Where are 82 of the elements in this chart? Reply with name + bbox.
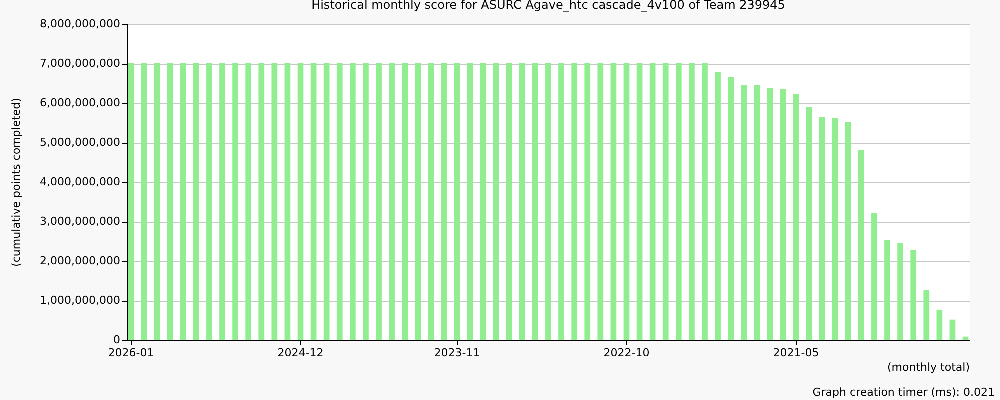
chart-title: Historical monthly score for ASURC Agave_htc cascade_4v100 of Team 239945 — [312, 0, 786, 12]
bar — [898, 243, 904, 340]
bar — [715, 72, 721, 340]
bar — [950, 320, 956, 340]
bar — [610, 64, 617, 340]
x-tick-label: 2021-05 — [773, 346, 820, 360]
bar — [702, 64, 708, 340]
bar — [819, 117, 826, 340]
bar — [480, 64, 486, 340]
bar — [128, 64, 134, 340]
bar — [546, 64, 552, 340]
x-tick-label: 2024-12 — [278, 346, 324, 360]
x-tick-label: 2023-11 — [434, 346, 480, 360]
bar — [793, 94, 800, 340]
bar — [936, 310, 943, 340]
x-tick-label: 2022-10 — [604, 346, 650, 360]
bar — [441, 64, 448, 340]
bar — [350, 64, 356, 340]
bar — [324, 64, 330, 340]
bar — [402, 64, 408, 340]
bar — [220, 64, 226, 340]
bar — [415, 64, 422, 340]
text: Graph creation timer (ms): 0.021 — [812, 386, 995, 399]
y-tick-label: 7,000,000,000 — [40, 57, 120, 70]
bar — [676, 64, 682, 340]
bar — [506, 64, 512, 340]
bar — [454, 64, 460, 340]
bar — [389, 64, 395, 340]
bar — [154, 64, 160, 340]
y-tick-label: 0 — [114, 334, 120, 346]
bar — [246, 64, 252, 340]
y-tick-label: 5,000,000,000 — [40, 136, 120, 149]
bar — [167, 64, 174, 340]
bar — [376, 64, 382, 340]
y-tick-label: 6,000,000,000 — [40, 96, 120, 110]
bar — [336, 64, 343, 340]
x-tick-label: 2026-01 — [108, 346, 154, 360]
bar — [754, 85, 760, 340]
bar — [636, 64, 643, 340]
bar — [558, 64, 564, 340]
y-axis-title: (cumulative points completed) — [10, 98, 24, 267]
bar — [206, 64, 212, 340]
bar — [232, 64, 238, 340]
bar — [806, 107, 812, 340]
bar — [832, 118, 838, 340]
bar — [662, 64, 669, 340]
bar — [598, 64, 604, 340]
bar — [584, 64, 591, 340]
bar — [780, 89, 786, 340]
bar — [532, 64, 538, 340]
bar — [767, 88, 774, 340]
bar — [493, 64, 500, 340]
bar — [519, 64, 526, 340]
bar — [910, 250, 917, 340]
bar — [310, 64, 317, 340]
bar — [180, 64, 186, 340]
bar — [872, 213, 878, 340]
bar — [845, 122, 852, 340]
bar — [258, 64, 265, 340]
bar — [284, 64, 291, 340]
y-tick-label: 2,000,000,000 — [40, 254, 120, 268]
bar — [428, 64, 434, 340]
bar — [728, 77, 734, 340]
bar — [858, 150, 864, 340]
bar — [363, 64, 369, 340]
bar — [467, 64, 474, 340]
bar — [572, 64, 578, 340]
x-axis-title: (monthly total) — [888, 361, 970, 374]
bar — [741, 85, 748, 340]
bar — [624, 64, 630, 340]
bar — [298, 64, 304, 340]
bar — [650, 64, 656, 340]
bar — [689, 64, 695, 340]
y-tick-label: 4,000,000,000 — [40, 176, 120, 188]
bar — [141, 64, 148, 340]
bar — [272, 64, 278, 340]
y-tick-label: 1,000,000,000 — [40, 294, 120, 307]
bar — [924, 290, 930, 340]
y-tick-label: 3,000,000,000 — [40, 215, 120, 228]
y-tick-label: 8,000,000,000 — [40, 18, 120, 30]
bar — [884, 240, 890, 340]
bar — [194, 64, 200, 340]
